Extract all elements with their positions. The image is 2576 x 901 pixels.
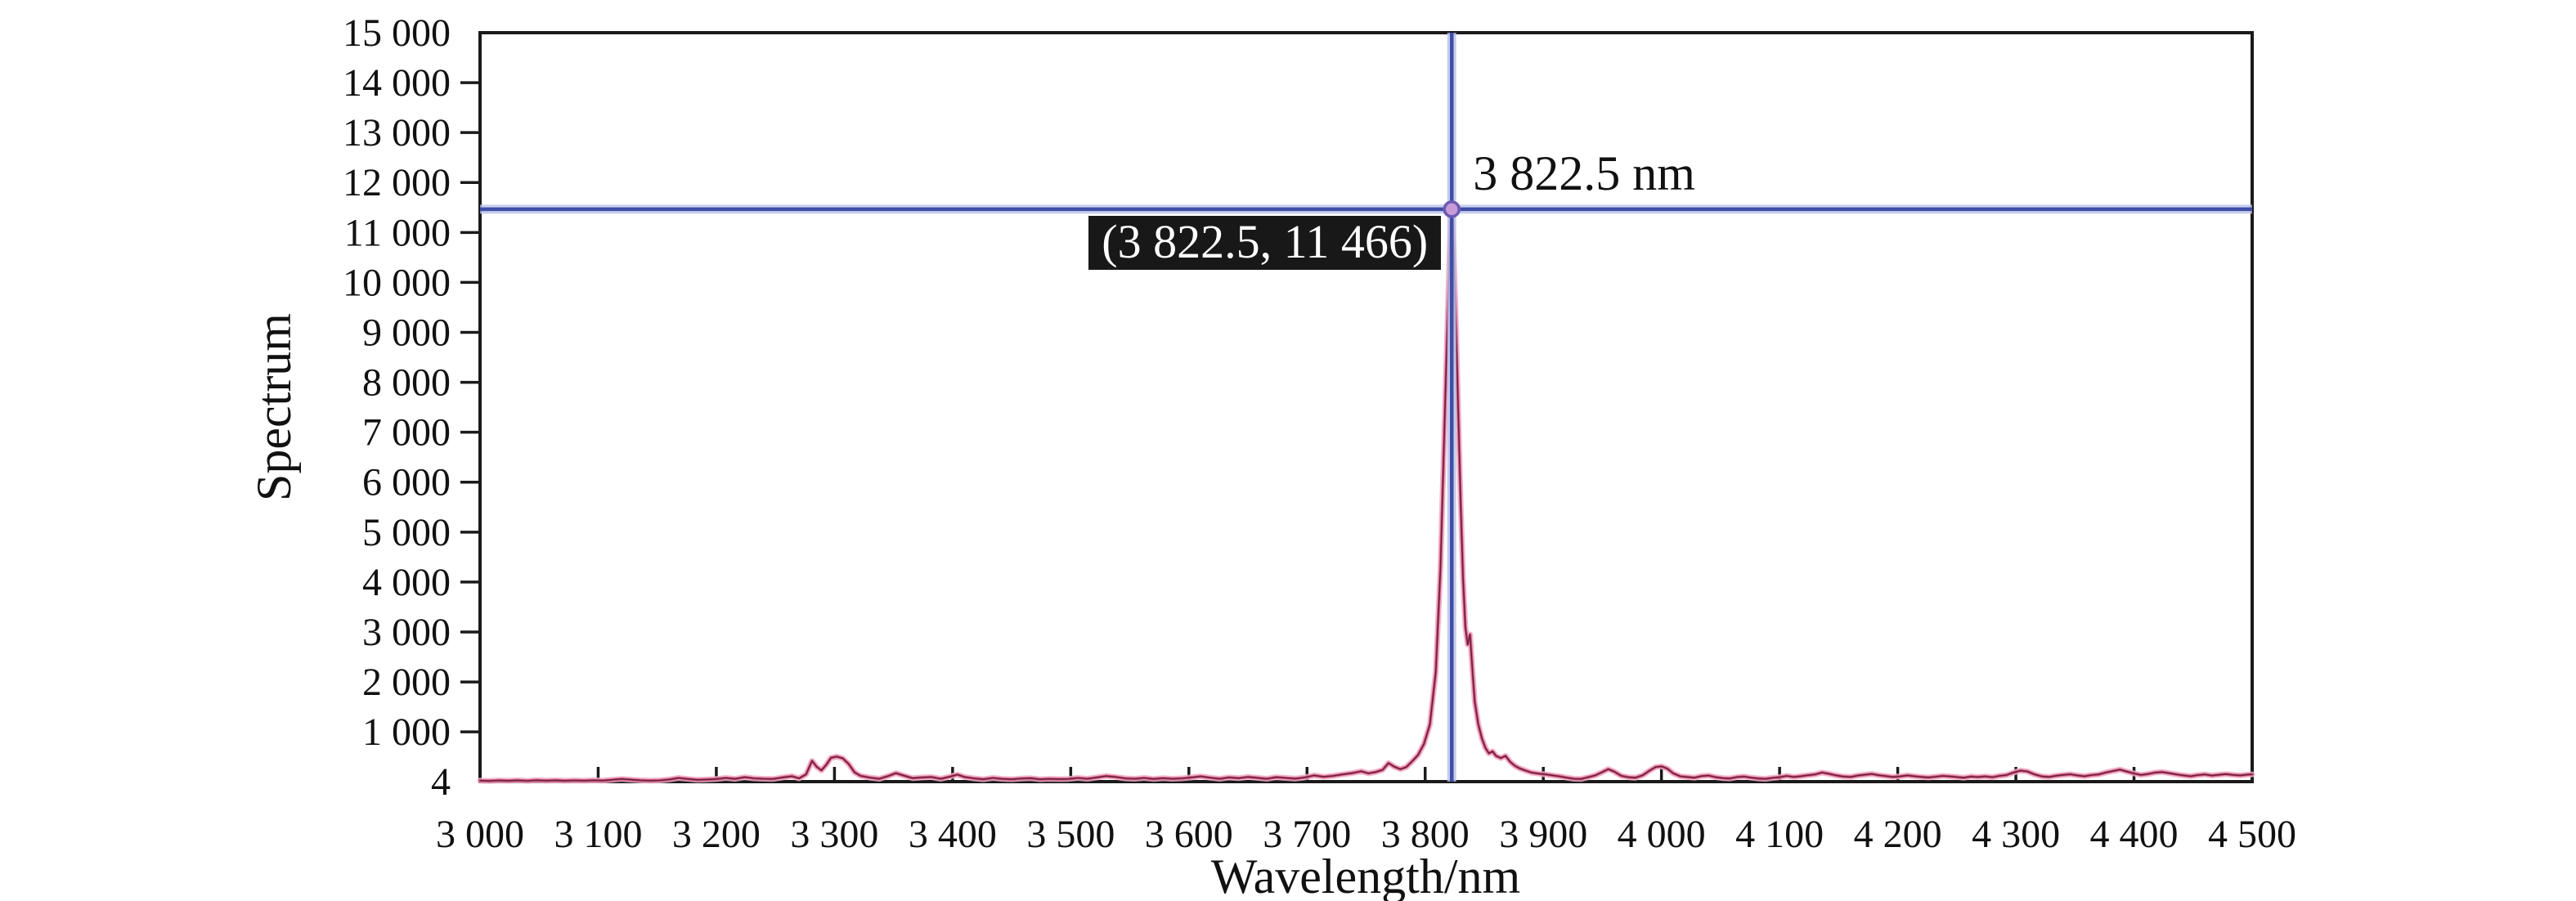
x-tick-label: 3 200 [672,813,761,856]
cursor-marker[interactable] [1443,200,1461,218]
spectrum-curve [478,208,2254,782]
y-tick-label: 1 000 [362,710,451,754]
y-tick-label: 7 000 [362,411,451,455]
x-tick-label: 4 100 [1735,813,1824,856]
y-tick-label: 4 000 [362,561,451,604]
x-tick-label: 4 000 [1618,813,1706,856]
y-tick-label: 4 [431,760,451,804]
x-axis-title: Wavelength/nm [1211,849,1520,901]
cursor-coordinates-tooltip: (3 822.5, 11 466) [1088,215,1442,270]
y-tick-label: 11 000 [344,211,451,254]
x-tick-label: 3 100 [554,813,642,856]
y-tick-label: 13 000 [343,111,451,155]
spectrum-curve [479,208,2253,782]
x-tick-label: 3 900 [1499,813,1587,856]
x-tick-label: 3 700 [1263,813,1351,856]
x-tick-label: 3 000 [436,813,524,856]
x-tick-label: 3 300 [790,813,878,856]
y-tick-label: 12 000 [343,161,451,204]
y-axis-title: Spectrum [247,313,301,501]
plot-frame [478,31,2254,783]
x-tick-label: 4 400 [2090,813,2179,856]
y-tick-label: 10 000 [343,261,451,304]
y-tick-label: 14 000 [343,61,451,105]
x-tick-label: 4 500 [2208,813,2296,856]
y-tick-label: 9 000 [362,311,451,354]
x-tick-label: 3 400 [909,813,997,856]
curve-layer [477,206,2255,784]
x-tick-label: 3 600 [1145,813,1233,856]
x-tick-label: 4 300 [1972,813,2060,856]
y-tick-label: 15 000 [343,11,451,55]
x-tick-label: 4 200 [1854,813,1942,856]
x-tick-label: 3 800 [1381,813,1470,856]
y-tick-label: 6 000 [362,461,451,504]
cursor-layer[interactable] [480,33,2252,782]
y-tick-label: 3 000 [362,611,451,654]
y-tick-label: 8 000 [362,361,451,405]
x-tick-label: 3 500 [1026,813,1115,856]
y-tick-label: 5 000 [362,511,451,554]
axes-layer: 15 000 14 000 13 000 12 000 11 000 10 000 9 00… [343,11,2296,856]
y-tick-label: 2 000 [362,661,451,704]
peak-wavelength-label: 3 822.5 nm [1473,146,1695,200]
spectrum-curve [477,206,2255,784]
